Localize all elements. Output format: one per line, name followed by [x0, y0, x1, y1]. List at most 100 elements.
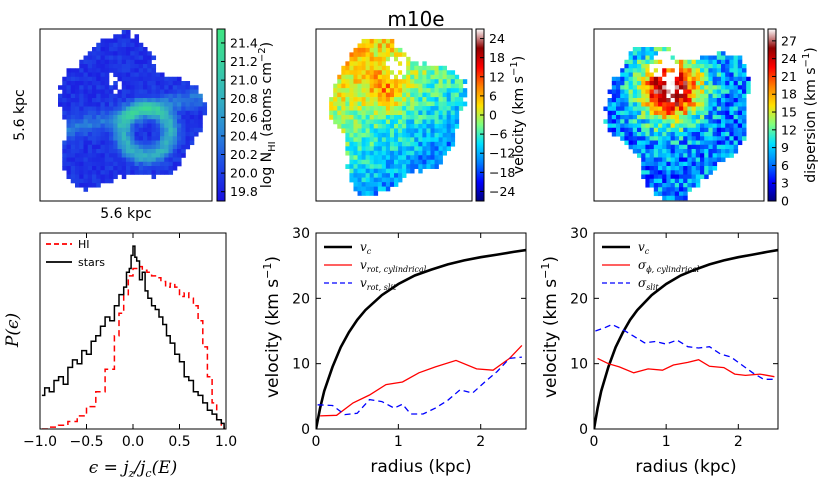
- map-pixel: [365, 79, 370, 84]
- map-pixel: [389, 150, 395, 156]
- map-pixel: [679, 119, 684, 124]
- map-pixel: [369, 123, 375, 129]
- map-pixel: [725, 110, 730, 116]
- map-pixel: [649, 81, 655, 86]
- map-pixel: [637, 85, 642, 90]
- map-pixel: [104, 166, 110, 171]
- map-pixel: [658, 136, 663, 141]
- map-pixel: [113, 166, 118, 171]
- map-pixel: [624, 72, 629, 78]
- map-pixel: [695, 85, 701, 90]
- map-pixel: [134, 106, 140, 112]
- map-pixel: [109, 115, 114, 120]
- map-pixel: [160, 98, 165, 103]
- map-pixel: [134, 136, 140, 141]
- map-pixel: [704, 153, 709, 158]
- map-pixel: [725, 55, 730, 61]
- map-pixel: [394, 177, 399, 183]
- map-pixel: [670, 166, 676, 171]
- map-pixel: [160, 127, 165, 133]
- map-pixel: [385, 79, 391, 84]
- map-pixel: [96, 42, 101, 48]
- map-pixel: [426, 115, 431, 120]
- map-pixel: [181, 89, 186, 95]
- map-pixel: [729, 81, 734, 86]
- map-pixel: [389, 168, 395, 174]
- map-pixel: [704, 106, 709, 112]
- map-pixel: [92, 68, 97, 73]
- map-pixel: [177, 161, 182, 167]
- map-pixel: [177, 89, 182, 95]
- map-pixel: [721, 72, 726, 78]
- map-pixel: [70, 93, 76, 99]
- map-pixel: [454, 119, 460, 125]
- map-pixel: [138, 51, 144, 56]
- map-pixel: [172, 81, 178, 86]
- map-pixel: [341, 119, 346, 125]
- map-pixel: [79, 174, 84, 180]
- y-axis-label-end: ): [541, 256, 561, 263]
- map-pixel: [620, 76, 625, 82]
- map-pixel: [143, 144, 148, 150]
- colorbar-label-text: log N: [259, 152, 275, 188]
- map-pixel: [645, 68, 650, 73]
- map-pixel: [418, 155, 423, 161]
- map-pixel: [737, 102, 743, 107]
- map-pixel: [616, 93, 621, 99]
- map-pixel: [100, 89, 106, 95]
- map-pixel: [641, 76, 646, 82]
- map-pixel: [662, 127, 667, 133]
- map-pixel: [637, 47, 642, 52]
- map-pixel: [708, 81, 713, 86]
- map-pixel: [446, 70, 452, 76]
- map-pixel: [649, 59, 655, 65]
- series-line: [594, 248, 778, 429]
- map-pixel: [373, 74, 379, 80]
- map-pixel: [369, 65, 375, 71]
- map-pixel: [645, 183, 650, 188]
- map-pixel: [130, 55, 135, 61]
- map-pixel: [729, 93, 734, 99]
- map-pixel: [398, 155, 403, 161]
- map-pixel: [168, 85, 174, 90]
- map-pixel: [674, 64, 680, 69]
- map-pixel: [426, 146, 431, 152]
- map-pixel: [737, 81, 743, 86]
- map-pixel: [394, 61, 399, 67]
- map-pixel: [143, 115, 148, 120]
- map-pixel: [70, 136, 76, 141]
- map-pixel: [337, 83, 342, 89]
- map-pixel: [100, 59, 106, 65]
- map-pixel: [134, 89, 140, 95]
- map-pixel: [353, 101, 358, 107]
- map-pixel: [164, 119, 169, 124]
- map-pixel: [446, 83, 452, 89]
- map-pixel: [704, 170, 709, 175]
- map-pixel: [155, 98, 161, 103]
- map-pixel: [704, 110, 709, 116]
- map-pixel: [70, 119, 76, 124]
- map-pixel: [430, 88, 435, 93]
- map-pixel: [126, 98, 131, 103]
- map-pixel: [422, 137, 427, 143]
- map-pixel: [394, 47, 399, 53]
- map-pixel: [442, 88, 447, 93]
- map-pixel: [649, 166, 655, 171]
- map-pixel: [402, 97, 407, 102]
- map-pixel: [422, 97, 427, 102]
- map-pixel: [426, 83, 431, 89]
- map-pixel: [151, 85, 157, 90]
- map-pixel: [121, 123, 127, 129]
- map-pixel: [377, 83, 383, 89]
- x-axis-label-part: z: [128, 467, 135, 480]
- map-pixel: [172, 149, 178, 154]
- map-pixel: [742, 102, 747, 107]
- colorbar-tick-label: 18: [781, 87, 797, 102]
- map-pixel: [637, 119, 642, 124]
- map-pixel: [670, 85, 676, 90]
- map-pixel: [109, 166, 114, 171]
- colorbar-tick-label: 24: [781, 51, 797, 66]
- x-tick-label: 0: [590, 434, 599, 450]
